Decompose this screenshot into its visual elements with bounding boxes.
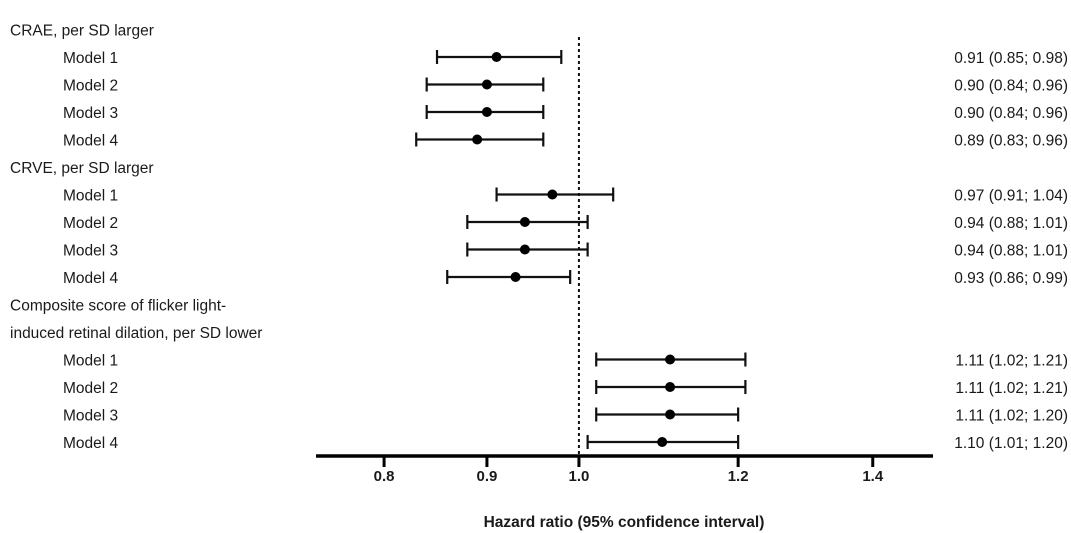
ci-value-text: 0.94 (0.88; 1.01) — [954, 243, 1068, 260]
ci-value-text: 0.89 (0.83; 0.96) — [954, 133, 1068, 150]
model-label: Model 1 — [63, 353, 118, 370]
ci-value-text: 0.93 (0.86; 0.99) — [954, 270, 1068, 287]
row-labels: CRAE, per SD larger Model 1 Model 2 Model 3… — [10, 23, 262, 453]
group-label: Composite score of flicker light- — [10, 298, 226, 315]
x-axis-title: Hazard ratio (95% confidence interval) — [484, 514, 765, 531]
hazard-ratio-point — [547, 189, 558, 200]
x-tick-label: 1.4 — [862, 468, 884, 485]
model-label: Model 3 — [63, 243, 118, 260]
hazard-ratio-point — [481, 79, 492, 90]
model-label: Model 2 — [63, 215, 118, 232]
hazard-ratio-point — [472, 134, 483, 145]
hazard-ratio-point — [519, 217, 530, 227]
model-label: Model 3 — [63, 105, 118, 122]
ci-value-text: 0.90 (0.84; 0.96) — [954, 78, 1068, 95]
x-axis: 0.8 0.9 1.0 1.2 1.4 — [316, 454, 933, 485]
ci-value-text: 0.91 (0.85; 0.98) — [954, 50, 1068, 67]
ci-value-text: 1.10 (1.01; 1.20) — [954, 435, 1068, 452]
model-label: Model 4 — [63, 133, 119, 150]
model-label: Model 1 — [63, 50, 118, 67]
hazard-ratio-point — [657, 437, 668, 447]
x-tick-label: 0.9 — [477, 468, 498, 485]
hazard-ratio-point — [665, 382, 676, 392]
ci-value-text: 0.97 (0.91; 1.04) — [954, 188, 1068, 205]
model-label: Model 3 — [63, 408, 118, 425]
x-tick-label: 1.0 — [569, 468, 590, 485]
ci-value-text: 0.90 (0.84; 0.96) — [954, 105, 1068, 122]
ci-text-column: 0.91 (0.85; 0.98) 0.90 (0.84; 0.96) 0.90 (… — [954, 50, 1068, 452]
model-label: Model 2 — [63, 380, 118, 397]
hazard-ratio-point — [665, 354, 676, 365]
group-label: CRVE, per SD larger — [10, 160, 154, 177]
x-tick-label: 1.2 — [728, 468, 749, 485]
model-label: Model 4 — [63, 270, 119, 287]
ci-value-text: 0.94 (0.88; 1.01) — [954, 215, 1068, 232]
model-label: Model 1 — [63, 188, 118, 205]
model-label: Model 2 — [63, 78, 118, 95]
x-tick-label: 0.8 — [374, 468, 395, 485]
model-label: Model 4 — [63, 435, 119, 452]
ci-value-text: 1.11 (1.02; 1.21) — [955, 353, 1068, 370]
ci-value-text: 1.11 (1.02; 1.20) — [955, 408, 1068, 425]
confidence-intervals — [415, 50, 747, 449]
hazard-ratio-point — [481, 107, 492, 117]
hazard-ratio-point — [665, 409, 676, 420]
hazard-ratio-point — [510, 272, 521, 282]
group-label: CRAE, per SD larger — [10, 23, 154, 40]
group-label: induced retinal dilation, per SD lower — [10, 325, 262, 342]
hazard-ratio-point — [491, 52, 502, 62]
hazard-ratio-point — [519, 244, 530, 255]
ci-value-text: 1.11 (1.02; 1.21) — [955, 380, 1068, 397]
